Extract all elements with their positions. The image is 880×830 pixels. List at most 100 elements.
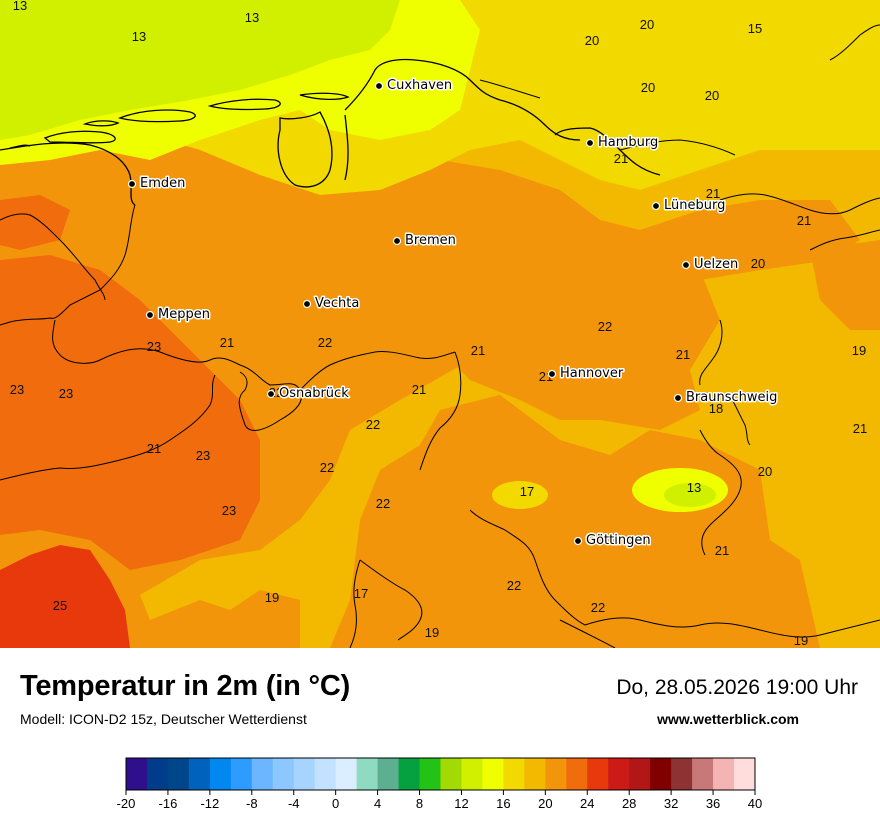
color-swatch xyxy=(314,758,337,790)
temperature-value: 19 xyxy=(265,590,279,605)
temperature-value: 17 xyxy=(520,484,534,499)
temperature-value: 15 xyxy=(748,21,762,36)
city-label: Göttingen xyxy=(586,533,651,548)
color-scale-border xyxy=(125,757,756,791)
temperature-value: 18 xyxy=(709,401,723,416)
temperature-value: 21 xyxy=(412,382,426,397)
temperature-value: 20 xyxy=(751,256,765,271)
temperature-value: 21 xyxy=(220,335,234,350)
city-dot xyxy=(651,201,661,211)
color-swatch xyxy=(188,758,211,790)
city-dot xyxy=(266,389,276,399)
color-swatch xyxy=(398,758,421,790)
temperature-value: 21 xyxy=(706,186,720,201)
city-label: Meppen xyxy=(158,307,210,322)
temperature-value: 21 xyxy=(676,347,690,362)
color-swatch xyxy=(713,758,735,790)
color-swatch xyxy=(293,758,316,790)
city-dot xyxy=(573,536,583,546)
model-info: Modell: ICON-D2 15z, Deutscher Wetterdie… xyxy=(20,711,307,727)
temp-zone-21 xyxy=(440,270,720,430)
color-swatch xyxy=(671,758,693,790)
color-swatch xyxy=(272,758,295,790)
scale-tick-label: 28 xyxy=(622,796,636,811)
city-dot xyxy=(673,393,683,403)
city-dot xyxy=(585,138,595,148)
city-dot xyxy=(681,260,691,270)
color-swatch xyxy=(734,758,756,790)
temperature-value: 22 xyxy=(376,496,390,511)
temperature-value: 13 xyxy=(687,480,701,495)
color-swatch xyxy=(503,758,525,790)
temperature-value: 21 xyxy=(614,151,628,166)
scale-tick-label: 20 xyxy=(538,796,552,811)
temperature-value: 22 xyxy=(591,600,605,615)
color-swatch xyxy=(629,758,651,790)
city-dot xyxy=(127,179,137,189)
color-swatch xyxy=(167,758,190,790)
temperature-value: 22 xyxy=(320,460,334,475)
temp-zone-13 xyxy=(0,0,400,140)
temperature-value: 22 xyxy=(598,319,612,334)
temp-zone-25 xyxy=(0,545,130,648)
color-swatch xyxy=(126,758,148,790)
scale-tick-label: 40 xyxy=(748,796,762,811)
city-label: Hamburg xyxy=(598,135,658,150)
color-swatch xyxy=(545,758,567,790)
temperature-value: 21 xyxy=(715,543,729,558)
website-link[interactable]: www.wetterblick.com xyxy=(657,711,799,727)
temperature-value: 23 xyxy=(10,382,24,397)
scale-tick-label: 32 xyxy=(664,796,678,811)
city-label: Lüneburg xyxy=(664,198,725,213)
map-title: Temperatur in 2m (in °C) xyxy=(20,670,351,702)
map-canvas: 13 13 13 20 20 20 15 21 21 20 21 20 23 21 22 21 22 21 19 23… xyxy=(0,0,880,648)
color-swatch xyxy=(650,758,672,790)
temp-zone-23b xyxy=(0,195,70,250)
temperature-value: 20 xyxy=(585,33,599,48)
city-markers: Cuxhaven Hamburg Emden Lüneburg Bremen Uelzen… xyxy=(127,77,779,550)
temperature-value: 21 xyxy=(853,421,867,436)
temperature-value: 23 xyxy=(59,386,73,401)
city-label: Uelzen xyxy=(694,257,738,272)
temperature-value: 13 xyxy=(245,10,259,25)
color-swatch xyxy=(587,758,609,790)
color-swatch xyxy=(566,758,588,790)
color-swatch xyxy=(419,758,441,790)
temperature-labels: 13 13 13 20 20 20 15 21 21 20 21 20 23 21 22 21 22 21 19 23… xyxy=(10,0,867,648)
temperature-value: 23 xyxy=(222,503,236,518)
temperature-value: 21 xyxy=(471,343,485,358)
temp-zone-21c xyxy=(355,540,720,648)
temp-zone-23 xyxy=(0,255,260,570)
temperature-value: 19 xyxy=(852,343,866,358)
temperature-value: 13 xyxy=(13,0,27,13)
color-swatch xyxy=(146,758,169,790)
city-label: Braunschweig xyxy=(686,390,777,405)
scale-tick-label: 12 xyxy=(454,796,468,811)
city-dot xyxy=(302,299,312,309)
scale-tick-label: 16 xyxy=(496,796,510,811)
temperature-value: 22 xyxy=(507,578,521,593)
temperature-value: 20 xyxy=(758,464,772,479)
temperature-value: 19 xyxy=(425,625,439,640)
city-label: Bremen xyxy=(405,233,456,248)
color-swatch xyxy=(692,758,714,790)
scale-tick-label: -12 xyxy=(200,796,219,811)
scale-tick-label: -20 xyxy=(117,796,136,811)
city-label: Cuxhaven xyxy=(387,78,452,93)
scale-tick-label: 4 xyxy=(374,796,381,811)
scale-tick-label: -4 xyxy=(288,796,300,811)
temperature-value: 21 xyxy=(797,213,811,228)
temperature-value: 22 xyxy=(366,417,380,432)
city-label: Vechta xyxy=(315,296,359,311)
temp-zone-cool-solling xyxy=(492,481,548,509)
coastline xyxy=(0,58,661,206)
temperature-value: 17 xyxy=(354,586,368,601)
temperature-value: 20 xyxy=(705,88,719,103)
color-scale-swatches xyxy=(125,757,756,791)
color-swatch xyxy=(251,758,274,790)
temperature-value: 20 xyxy=(641,80,655,95)
temperature-value: 19 xyxy=(794,633,808,648)
temperature-value: 21 xyxy=(147,441,161,456)
color-scale-legend: -20 -16 -12 -8 -4 0 4 8 12 16 20 24 28 32 36 40 xyxy=(117,757,762,811)
city-label: Osnabrück xyxy=(279,386,349,401)
